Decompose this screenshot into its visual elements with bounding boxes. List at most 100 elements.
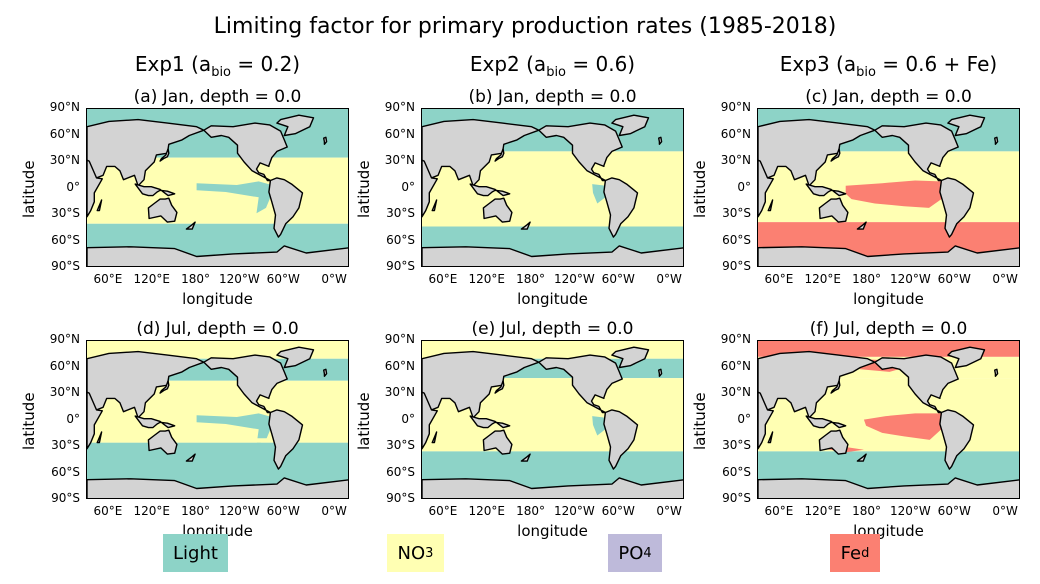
x-tick-label: 0°W [656,272,682,286]
column-title: Exp3 (abio = 0.6 + Fe) [779,52,998,80]
y-tick-label: 90°S [386,491,415,505]
y-tick-label: 30°N [49,385,80,399]
land-nz [185,221,196,230]
y-tick-label: 60°N [49,126,80,141]
land-australia [818,197,849,223]
land-northAmerica [874,354,959,414]
map-svg [758,341,1019,498]
land-uk [993,136,999,145]
x-tick-label: 180° [181,272,211,286]
x-tick-label: 120°E [804,272,842,286]
land-madagascar [431,431,438,444]
land-japan [494,380,505,394]
x-tick-label: 120°W [219,504,260,518]
land-northAmerica [538,122,623,182]
column-title: Exp1 (abio = 0.2) [134,52,301,80]
land-northAmerica [203,122,288,182]
x-tick-label: 60°W [266,272,300,286]
land-indonesia [469,415,511,429]
y-tick-label: 30°N [720,153,751,167]
land-antarctica [422,245,683,266]
map-panel [757,340,1020,499]
land-madagascar [431,199,438,212]
y-tick-label: 60°S [51,232,80,247]
land-southAmerica [939,177,975,238]
map-panel [421,340,684,499]
land-indonesia [805,415,847,429]
land-africa [422,159,439,218]
x-tick-label: 180° [852,504,882,518]
y-tick-label: 90°S [722,491,751,505]
land-australia [147,429,178,455]
y-axis-label: latitude [355,159,373,218]
x-tick-label: 60°W [601,272,635,286]
x-tick-label: 120°W [554,272,595,286]
land-antarctica [758,477,1019,498]
x-tick-label: 60°E [764,504,794,518]
figure-title: Limiting factor for primary production r… [213,14,837,39]
map-svg [422,109,683,266]
zone-light-equatorial [592,416,607,436]
y-tick-label: 90°N [49,100,80,114]
land-africa [758,159,775,218]
x-tick-label: 120°E [133,504,171,518]
land-australia [482,429,513,455]
land-japan [159,380,170,394]
zone-fe-equatorial [845,180,943,208]
y-tick-label: 60°S [722,232,751,247]
map-svg [422,341,683,498]
land-eurasia [87,350,205,419]
zone-light-equatorial [592,184,607,204]
y-tick-label: 90°N [384,332,415,346]
y-tick-label: 30°S [722,438,751,452]
zone-no3-band [87,438,348,443]
x-tick-label: 0°W [321,272,347,286]
y-tick-label: 90°S [722,259,751,273]
land-nz [856,221,867,230]
land-madagascar [767,431,774,444]
x-tick-label: 180° [181,504,211,518]
y-tick-label: 60°S [386,232,415,247]
x-tick-label: 180° [852,272,882,286]
y-tick-label: 30°N [384,153,415,167]
zone-light-equatorial [196,181,272,214]
land-southAmerica [268,177,304,238]
land-antarctica [87,477,348,498]
y-tick-label: 30°S [386,438,415,452]
map-panel [86,340,349,499]
zone-light-equatorial [196,413,272,446]
land-antarctica [87,245,348,266]
y-tick-label: 90°S [51,259,80,273]
x-tick-label: 120°E [468,504,506,518]
land-australia [147,197,178,223]
y-tick-label: 0° [401,179,415,194]
land-greenland [611,114,650,137]
x-tick-label: 0°W [992,504,1018,518]
x-tick-label: 60°E [764,272,794,286]
y-axis-label: latitude [20,159,38,218]
land-australia [818,429,849,455]
y-tick-label: 60°N [384,358,415,373]
x-tick-label: 180° [516,504,546,518]
land-uk [657,136,663,145]
legend-item: NO 3 [387,534,444,572]
land-africa [422,391,439,450]
y-tick-label: 0° [66,411,80,426]
y-tick-label: 30°S [51,206,80,220]
y-tick-label: 30°S [51,438,80,452]
land-indonesia [469,183,511,197]
zone-fe-equatorial [863,413,943,440]
y-tick-label: 0° [737,411,751,426]
map-svg [87,109,348,266]
land-indonesia [134,183,176,197]
land-antarctica [758,245,1019,266]
land-nz [520,453,531,462]
y-tick-label: 0° [401,411,415,426]
y-tick-label: 90°N [720,332,751,346]
x-tick-label: 60°E [93,272,123,286]
land-northAmerica [538,354,623,414]
y-tick-label: 30°S [386,206,415,220]
land-antarctica [422,477,683,498]
land-greenland [947,346,986,369]
